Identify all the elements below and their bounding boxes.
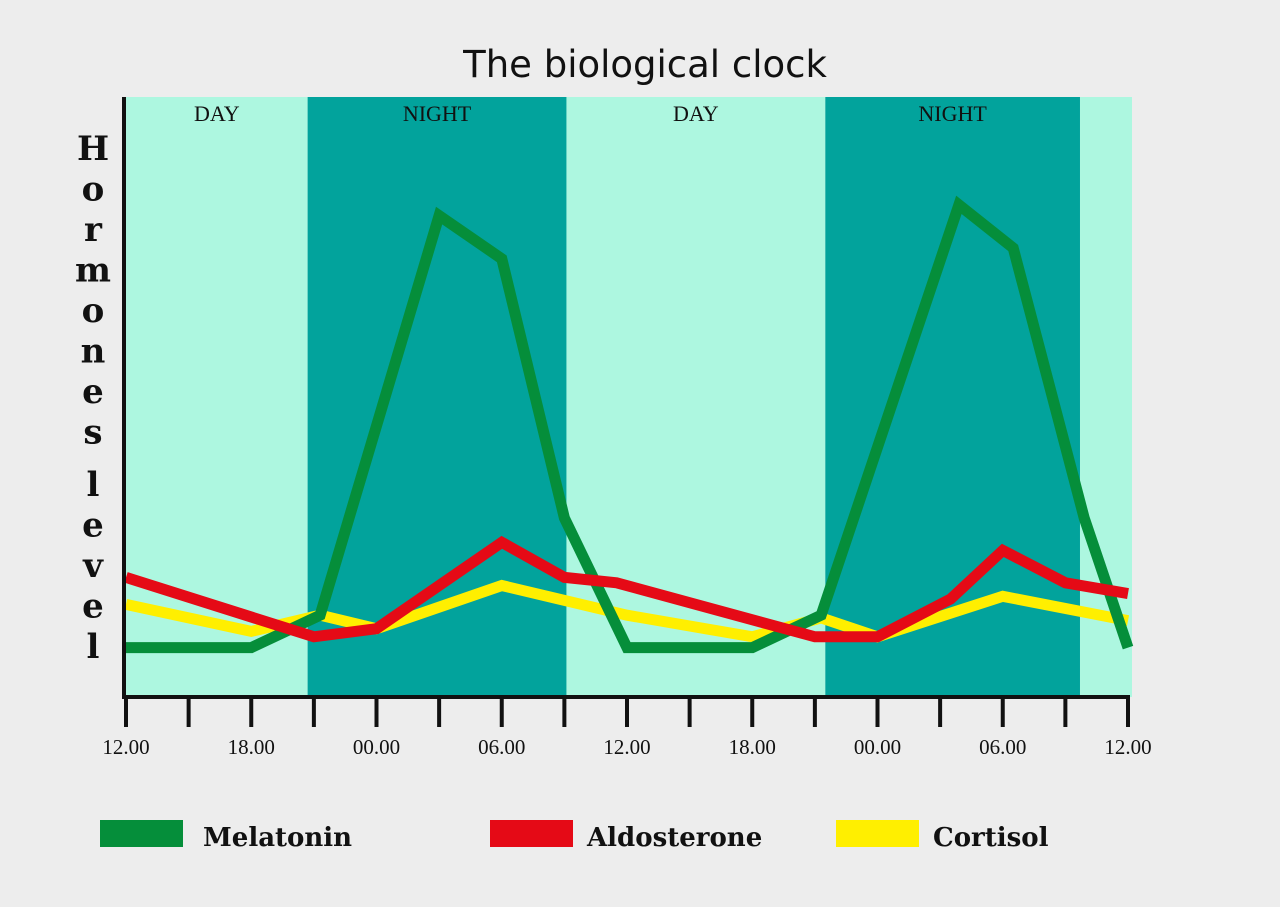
y-axis-label-char: l (87, 627, 100, 667)
series-line-aldosterone (124, 535, 1129, 643)
band-label-0: DAY (194, 101, 240, 126)
y-axis-label-char: e (82, 587, 104, 627)
x-tick-label: 00.00 (353, 735, 400, 759)
y-axis-label-char: o (82, 170, 105, 210)
y-axis-label-char: s (83, 413, 102, 453)
y-axis-label-char: m (75, 251, 111, 291)
legend-swatch-aldosterone (490, 820, 573, 847)
legend-swatch-melatonin (100, 820, 183, 847)
y-axis-label-char: e (82, 506, 104, 546)
legend-swatch-cortisol (836, 820, 919, 847)
band-4 (1079, 97, 1132, 697)
band-label-1: NIGHT (403, 101, 472, 126)
legend: Melatonin Aldosterone Cortisol (100, 820, 1049, 853)
band-2 (566, 97, 826, 697)
band-label-2: DAY (673, 101, 719, 126)
band-0 (126, 97, 308, 697)
legend-label-cortisol: Cortisol (933, 823, 1049, 853)
x-tick-label: 12.00 (1104, 735, 1151, 759)
legend-label-aldosterone: Aldosterone (586, 823, 762, 853)
band-1 (307, 97, 567, 697)
x-tick-label: 18.00 (228, 735, 275, 759)
x-tick-label: 06.00 (979, 735, 1026, 759)
band-labels: DAY NIGHT DAY NIGHT (194, 101, 987, 126)
x-axis-ticks: 12.00 18.00 00.00 06.00 12.00 18.00 00.00 06.00… (102, 697, 1152, 759)
x-tick-label: 00.00 (854, 735, 901, 759)
y-axis-label-char: r (84, 210, 103, 250)
y-axis-label-char: H (77, 129, 109, 169)
x-tick-label: 18.00 (729, 735, 776, 759)
x-tick-label: 06.00 (478, 735, 525, 759)
x-tick-label: 12.00 (102, 735, 149, 759)
y-axis-label-char: e (82, 372, 104, 412)
y-axis-label-char: l (87, 465, 100, 505)
series-lines (124, 195, 1134, 654)
legend-label-melatonin: Melatonin (203, 823, 352, 853)
y-axis-label-char: n (81, 332, 106, 372)
y-axis-label-char: v (82, 546, 104, 586)
chart-title: The biological clock (462, 43, 827, 86)
series-line-melatonin (126, 195, 1134, 654)
band-label-3: NIGHT (918, 101, 987, 126)
y-axis-label-char: o (82, 291, 105, 331)
x-tick-label: 12.00 (603, 735, 650, 759)
